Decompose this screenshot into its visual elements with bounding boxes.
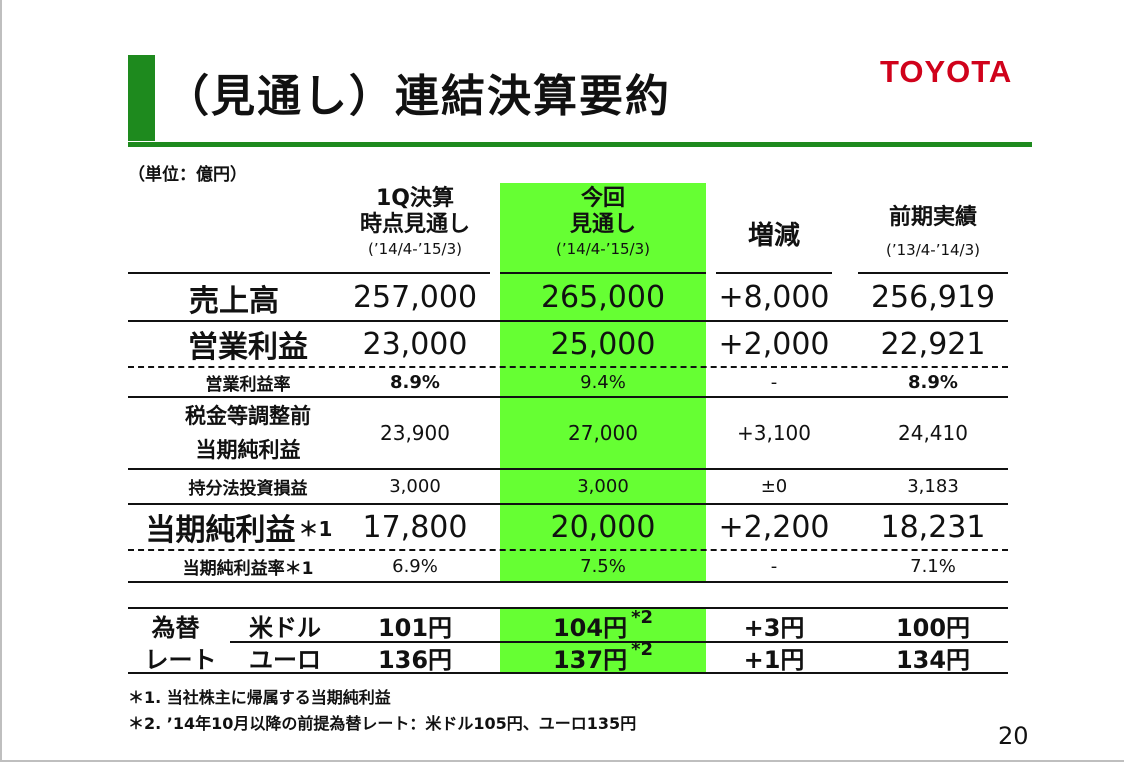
table-cell: 136円 bbox=[377, 646, 453, 674]
table-cell-with-note: 137円 *2 bbox=[500, 639, 706, 674]
table-cell: 7.5% bbox=[580, 555, 626, 577]
rule-header bbox=[128, 272, 490, 274]
table-cell: ±0 bbox=[760, 476, 788, 497]
table-cell: 257,000 bbox=[352, 280, 478, 315]
table-cell: 101円 bbox=[377, 613, 453, 642]
rule-op-income bbox=[128, 366, 1008, 368]
col-header-current-forecast: 今回 見通し (’14/4-’15/3) bbox=[500, 186, 706, 260]
rule-header bbox=[716, 272, 832, 274]
col-header-line1: 今回 bbox=[580, 186, 625, 211]
rule-fx-top bbox=[128, 607, 1008, 609]
footnote-1: ＊1. 当社株主に帰属する当期純利益 bbox=[128, 688, 391, 707]
unit-label: （単位：億円） bbox=[128, 165, 247, 185]
table-cell: 134円 bbox=[895, 646, 971, 674]
table-cell: 17,800 bbox=[362, 509, 468, 545]
table-cell: 100円 bbox=[895, 613, 971, 642]
col-header-period: (’14/4-’15/3) bbox=[555, 240, 651, 258]
toyota-logo: TOYOTA bbox=[880, 54, 1013, 89]
table-cell: 20,000 bbox=[550, 509, 656, 545]
row-label-net-income-note: ＊1 bbox=[298, 516, 333, 541]
fx-eur-note: *2 bbox=[631, 639, 654, 660]
title-underline bbox=[128, 142, 1032, 147]
table-cell: +2,000 bbox=[718, 326, 830, 362]
col-header-line2: 見通し bbox=[569, 212, 636, 237]
title-accent-bar bbox=[128, 55, 155, 141]
table-cell: +3,100 bbox=[736, 421, 811, 445]
table-cell: 27,000 bbox=[568, 421, 638, 445]
table-cell: 18,231 bbox=[880, 509, 986, 545]
table-cell: 24,410 bbox=[898, 421, 968, 445]
col-header-prior-actual: 前期実績 (’13/4-’14/3) bbox=[858, 205, 1008, 261]
col-header-change: 増減 bbox=[747, 221, 800, 251]
footnote-2: ＊2. ’14年10月以降の前提為替レート：米ドル105円、ユーロ135円 bbox=[128, 714, 637, 733]
current-forecast-fx-highlight bbox=[500, 609, 706, 672]
rule-fx-bottom bbox=[128, 672, 1008, 674]
col-header-period: (’13/4-’14/3) bbox=[885, 241, 981, 259]
table-cell: 25,000 bbox=[550, 326, 656, 362]
table-cell: 6.9% bbox=[392, 555, 438, 577]
row-label-pretax: 税金等調整前 当期純利益 bbox=[128, 398, 368, 468]
table-cell: 9.4% bbox=[580, 371, 626, 393]
row-label-sales: 売上高 bbox=[189, 283, 279, 319]
page-number: 20 bbox=[998, 722, 1029, 750]
row-label-equity: 持分法投資損益 bbox=[188, 479, 308, 499]
fx-usd-label: 米ドル bbox=[249, 613, 321, 642]
table-cell-with-note: 104円 *2 bbox=[500, 606, 706, 642]
table-cell: 22,921 bbox=[880, 326, 986, 362]
table-cell: - bbox=[770, 371, 778, 393]
slide-frame-bottom bbox=[0, 760, 1124, 762]
table-cell: 3,000 bbox=[389, 476, 441, 497]
table-cell: 23,000 bbox=[362, 326, 468, 362]
table-cell: 3,000 bbox=[577, 476, 629, 497]
table-cell: 7.1% bbox=[910, 555, 956, 577]
rule-sales bbox=[128, 320, 1008, 322]
rule-header bbox=[500, 272, 706, 274]
table-cell: 3,183 bbox=[907, 476, 959, 497]
table-cell: 8.9% bbox=[390, 371, 440, 393]
fx-eur-current: 137円 bbox=[552, 646, 628, 674]
table-cell: 265,000 bbox=[540, 280, 666, 315]
rule-op-margin bbox=[128, 396, 1008, 398]
col-header-line1: 前期実績 bbox=[888, 205, 977, 230]
fx-label-line1: 為替 bbox=[151, 613, 200, 642]
table-cell: +2,200 bbox=[718, 509, 830, 545]
table-cell: 23,900 bbox=[380, 421, 450, 445]
row-label-op-margin: 営業利益率 bbox=[205, 374, 291, 395]
table-cell: +1円 bbox=[743, 646, 805, 674]
row-label-pretax-line1: 税金等調整前 bbox=[185, 404, 311, 428]
rule-equity bbox=[128, 503, 1008, 505]
row-label-net-income-text: 当期純利益 bbox=[145, 513, 296, 548]
table-cell: +8,000 bbox=[718, 280, 830, 315]
col-header-1q-forecast: 1Q決算 時点見通し (’14/4-’15/3) bbox=[340, 186, 490, 260]
col-header-line2: 時点見通し bbox=[359, 212, 470, 237]
row-label-net-income: 当期純利益 ＊1 bbox=[128, 505, 350, 549]
row-label-net-margin: 当期純利益率＊1 bbox=[182, 558, 314, 579]
current-forecast-highlight bbox=[500, 183, 706, 581]
table-cell: 8.9% bbox=[908, 371, 958, 393]
col-header-period: (’14/4-’15/3) bbox=[367, 240, 463, 258]
fx-label-line2: レート bbox=[144, 646, 217, 674]
rule-pretax bbox=[128, 468, 1008, 470]
fx-eur-label: ユーロ bbox=[249, 646, 321, 674]
fx-usd-note: *2 bbox=[631, 606, 654, 628]
rule-net-margin bbox=[128, 581, 1008, 583]
page-title: （見通し）連結決算要約 bbox=[165, 71, 671, 122]
fx-usd-current: 104円 bbox=[552, 613, 628, 642]
row-label-pretax-line2: 当期純利益 bbox=[195, 438, 301, 462]
rule-fx-mid bbox=[230, 641, 1008, 643]
col-header-line1: 1Q決算 bbox=[375, 186, 454, 211]
slide-frame-left bbox=[0, 0, 2, 762]
table-cell: +3円 bbox=[743, 613, 805, 642]
row-label-op-income: 営業利益 bbox=[188, 330, 308, 365]
table-cell: - bbox=[770, 555, 778, 577]
rule-net-income bbox=[128, 549, 1008, 551]
rule-header bbox=[858, 272, 1008, 274]
table-cell: 256,919 bbox=[870, 280, 996, 315]
